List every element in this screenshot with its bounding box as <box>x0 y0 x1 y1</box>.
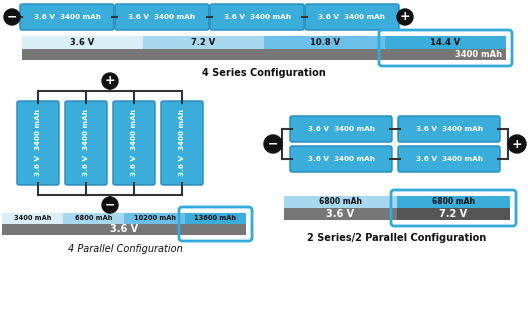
Text: 3.6 V  3400 mAh: 3.6 V 3400 mAh <box>83 110 89 177</box>
FancyBboxPatch shape <box>143 36 264 49</box>
FancyBboxPatch shape <box>305 4 399 30</box>
Text: 7.2 V: 7.2 V <box>191 38 215 47</box>
Text: 14.4 V: 14.4 V <box>430 38 460 47</box>
FancyBboxPatch shape <box>2 224 246 235</box>
Text: +: + <box>105 74 115 88</box>
Text: 3.6 V  3400 mAh: 3.6 V 3400 mAh <box>223 14 290 20</box>
Text: 4 Parallel Configuration: 4 Parallel Configuration <box>68 244 182 254</box>
Text: 2 Series/2 Parallel Configuration: 2 Series/2 Parallel Configuration <box>307 233 487 243</box>
FancyBboxPatch shape <box>124 213 185 224</box>
FancyBboxPatch shape <box>210 4 304 30</box>
FancyBboxPatch shape <box>397 196 510 208</box>
Text: 10.8 V: 10.8 V <box>309 38 340 47</box>
FancyBboxPatch shape <box>63 213 124 224</box>
Text: 3400 mAh: 3400 mAh <box>14 215 51 221</box>
Text: −: − <box>105 199 115 211</box>
FancyBboxPatch shape <box>185 213 246 224</box>
Circle shape <box>102 197 118 213</box>
Text: 3.6 V: 3.6 V <box>70 38 95 47</box>
FancyBboxPatch shape <box>2 213 63 224</box>
Text: 3.6 V: 3.6 V <box>110 224 138 234</box>
Text: 3.6 V  3400 mAh: 3.6 V 3400 mAh <box>128 14 195 20</box>
Circle shape <box>264 135 282 153</box>
Circle shape <box>508 135 526 153</box>
FancyBboxPatch shape <box>161 101 203 185</box>
Circle shape <box>397 9 413 25</box>
Text: 6800 mAh: 6800 mAh <box>75 215 112 221</box>
FancyBboxPatch shape <box>385 36 506 49</box>
FancyBboxPatch shape <box>65 101 107 185</box>
Text: 3.6 V  3400 mAh: 3.6 V 3400 mAh <box>307 156 374 162</box>
Text: 3.6 V  3400 mAh: 3.6 V 3400 mAh <box>318 14 385 20</box>
Text: 3400 mAh: 3400 mAh <box>455 50 502 59</box>
Text: 3.6 V  3400 mAh: 3.6 V 3400 mAh <box>307 126 374 132</box>
Circle shape <box>4 9 20 25</box>
Text: 3.6 V  3400 mAh: 3.6 V 3400 mAh <box>416 156 483 162</box>
Text: 3.6 V  3400 mAh: 3.6 V 3400 mAh <box>179 110 185 177</box>
FancyBboxPatch shape <box>264 36 385 49</box>
FancyBboxPatch shape <box>17 101 59 185</box>
Text: +: + <box>512 137 522 150</box>
FancyBboxPatch shape <box>115 4 209 30</box>
Text: 7.2 V: 7.2 V <box>439 209 468 219</box>
Text: 3.6 V  3400 mAh: 3.6 V 3400 mAh <box>416 126 483 132</box>
FancyBboxPatch shape <box>284 208 397 220</box>
Text: −: − <box>268 137 278 150</box>
Text: 3.6 V  3400 mAh: 3.6 V 3400 mAh <box>35 110 41 177</box>
FancyBboxPatch shape <box>290 116 392 142</box>
FancyBboxPatch shape <box>22 36 143 49</box>
Text: 6800 mAh: 6800 mAh <box>432 198 475 207</box>
FancyBboxPatch shape <box>284 196 397 208</box>
Text: −: − <box>7 11 17 24</box>
FancyBboxPatch shape <box>20 4 114 30</box>
FancyBboxPatch shape <box>397 208 510 220</box>
Text: 13600 mAh: 13600 mAh <box>194 215 237 221</box>
FancyBboxPatch shape <box>113 101 155 185</box>
FancyBboxPatch shape <box>398 116 500 142</box>
Text: 10200 mAh: 10200 mAh <box>134 215 175 221</box>
FancyBboxPatch shape <box>22 49 506 60</box>
Circle shape <box>102 73 118 89</box>
Text: 4 Series Configuration: 4 Series Configuration <box>202 68 326 78</box>
Text: 3.6 V  3400 mAh: 3.6 V 3400 mAh <box>131 110 137 177</box>
Text: 3.6 V  3400 mAh: 3.6 V 3400 mAh <box>33 14 100 20</box>
FancyBboxPatch shape <box>290 146 392 172</box>
Text: +: + <box>400 11 410 24</box>
Text: 6800 mAh: 6800 mAh <box>319 198 362 207</box>
Text: 3.6 V: 3.6 V <box>326 209 355 219</box>
FancyBboxPatch shape <box>398 146 500 172</box>
